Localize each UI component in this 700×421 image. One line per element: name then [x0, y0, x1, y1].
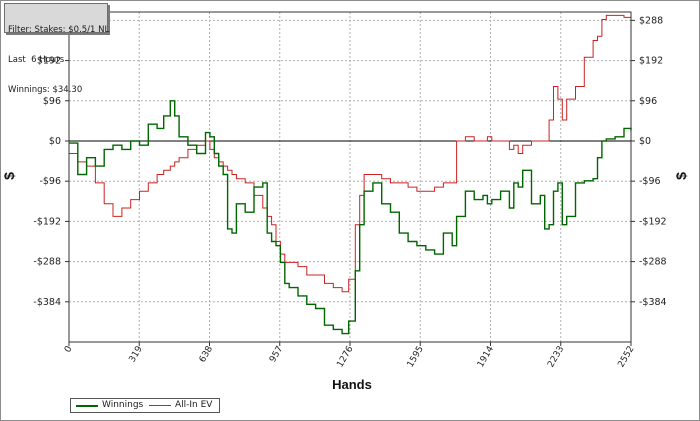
y-tick-label-right: $192: [639, 56, 663, 67]
grid-lines: [69, 12, 631, 342]
winnings-series-line: [69, 100, 632, 335]
y-tick-label-right: -$384: [639, 297, 667, 308]
series-lines: [69, 14, 632, 335]
y-tick-label-left: -$288: [33, 257, 61, 268]
legend-winnings-swatch: [76, 405, 98, 407]
y-tick-label-left: $96: [43, 96, 61, 107]
x-tick-label: 1914: [476, 344, 496, 369]
legend-all-in-ev-label: All-In EV: [175, 400, 213, 410]
x-tick-label: 1595: [406, 345, 426, 370]
filter-time-text: Last 6 Hours: [8, 55, 65, 65]
y-tick-label-right: $96: [639, 96, 657, 107]
x-tick-label: 2233: [546, 345, 566, 370]
y-tick-label-right: $0: [639, 136, 651, 147]
y-tick-label-left: $0: [49, 136, 61, 147]
y-tick-label-left: $192: [37, 56, 61, 67]
plot-border: [68, 11, 632, 343]
filter-info-box: Filter: Stakes: $0.5/1 NL Last 6 Hours W…: [4, 3, 110, 95]
legend: Winnings All-In EV: [70, 398, 220, 413]
y-axis-title-right: $: [673, 172, 689, 180]
y-tick-label-right: -$192: [639, 216, 667, 227]
y-tick-label-right: $288: [639, 15, 663, 26]
x-axis-title: Hands: [332, 377, 372, 392]
y-tick-label-right: -$288: [639, 257, 667, 268]
x-tick-label: 1276: [335, 344, 355, 369]
legend-all-in-ev-swatch: [149, 405, 171, 406]
x-tick-label: 638: [198, 344, 215, 364]
legend-winnings-label: Winnings: [102, 400, 144, 410]
filter-winnings-text: Winnings: $34.30: [8, 85, 83, 95]
x-tick-label: 2552: [616, 345, 636, 370]
x-tick-label: 0: [63, 344, 75, 354]
x-tick-label: 957: [268, 345, 285, 365]
x-tick-label: 319: [128, 344, 145, 364]
all-in-ev-series-line: [69, 14, 632, 293]
y-tick-label-left: -$384: [33, 297, 61, 308]
y-tick-label-left: -$192: [33, 216, 61, 227]
filter-stakes-text: Filter: Stakes: $0.5/1 NL: [8, 25, 110, 35]
y-tick-label-left: -$96: [39, 176, 61, 187]
y-tick-label-right: -$96: [639, 176, 661, 187]
y-axis-title-left: $: [1, 172, 17, 180]
